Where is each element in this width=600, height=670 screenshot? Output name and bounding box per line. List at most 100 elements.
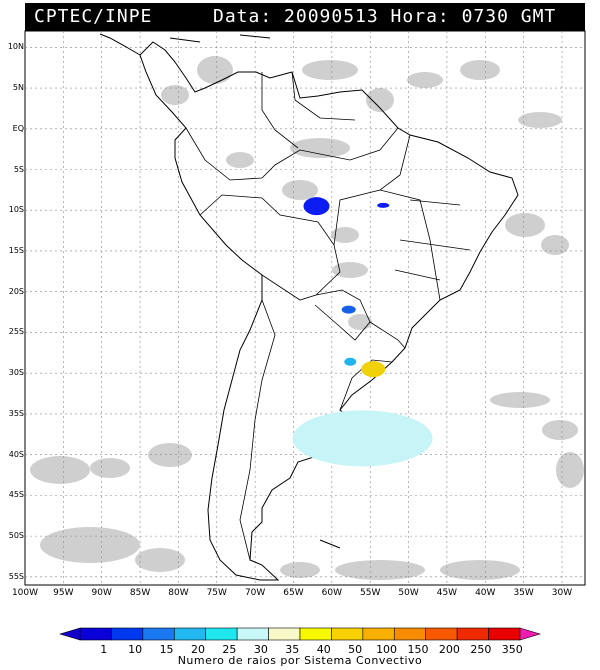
longitude-tick-label: 40W (475, 588, 496, 598)
cloud-patch (331, 227, 359, 243)
latitude-tick-label: 50S (8, 531, 24, 541)
colorbar-tick: 15 (159, 643, 174, 656)
latitude-tick-label: 45S (8, 490, 24, 500)
longitude-tick-label: 35W (513, 588, 534, 598)
convective-systems-layer (292, 197, 433, 467)
convective-system-cluster (377, 202, 390, 208)
cloud-patch (282, 180, 318, 200)
colorbar-segment (268, 627, 301, 641)
cloud-patch (280, 562, 320, 578)
cloud-patch (348, 314, 372, 330)
longitude-tick-label: 95W (53, 588, 74, 598)
colorbar-tick: 35 (285, 643, 300, 656)
colorbar (58, 627, 542, 641)
colorbar-title: Numero de raios por Sistema Convectivo (177, 654, 423, 667)
graticule (25, 31, 585, 585)
cloud-patch (161, 85, 189, 105)
longitude-tick-label: 45W (436, 588, 458, 598)
latitude-tick-label: 5S (13, 164, 24, 174)
colorbar-tick: 350 (501, 643, 523, 656)
cloud-patch (505, 213, 545, 237)
convective-system-cluster (292, 410, 433, 467)
map-header: CPTEC/INPE Data: 20090513 Hora: 0730 GMT (25, 3, 585, 31)
border-line (199, 194, 341, 301)
colorbar-segment (205, 627, 238, 641)
latitude-tick-label: 15S (8, 245, 24, 255)
colorbar-segment (393, 627, 427, 641)
latitude-tick-label: 5N (12, 83, 24, 93)
colorbar-end-arrow (519, 627, 542, 641)
cloud-patch (407, 72, 443, 88)
colorbar-tick: 10 (128, 643, 143, 656)
colorbar-segment (142, 627, 175, 641)
longitude-tick-label: 65W (283, 588, 304, 598)
colorbar-tick: 30 (253, 643, 268, 656)
latitude-tick-label: 20S (8, 286, 24, 296)
latitude-tick-label: 30S (8, 368, 24, 378)
cloud-patch (226, 152, 254, 168)
colorbar-segment (488, 627, 521, 641)
latitude-tick-label: EQ (12, 123, 24, 133)
colorbar-segment (425, 627, 458, 641)
cloud-patch (40, 527, 140, 563)
cloud-patch (30, 456, 90, 484)
border-line (185, 127, 399, 181)
country-borders (185, 71, 471, 561)
central-america (99, 33, 141, 56)
longitude-tick-label: 60W (321, 588, 343, 598)
longitude-tick-label: 50W (398, 588, 419, 598)
colorbar-tick: 20 (191, 643, 205, 656)
border-line (239, 299, 276, 561)
map-frame (24, 30, 586, 586)
border-line (394, 199, 471, 281)
colorbar-segment (456, 627, 489, 641)
border-line (291, 71, 356, 121)
convective-system-cluster (361, 361, 386, 378)
convective-system-cluster (341, 305, 356, 314)
cloud-patch (542, 420, 578, 440)
colorbar-tick: 40 (316, 643, 331, 656)
cloud-patch (335, 560, 425, 580)
latitude-tick-label: 55S (8, 571, 24, 581)
cloud-patch (541, 235, 569, 255)
cloud-patch (197, 56, 233, 84)
cloud-patch (302, 60, 358, 80)
colorbar-segment (362, 627, 395, 641)
cloud-patch (518, 112, 562, 128)
longitude-tick-label: 30W (551, 588, 573, 598)
colorbar-segment (111, 627, 144, 641)
convective-system-cluster (303, 197, 330, 216)
border-line (333, 134, 441, 301)
cloud-patch (148, 443, 192, 467)
colorbar-segment (236, 627, 269, 641)
caribbean-islands (169, 34, 271, 43)
colorbar-tick: 150 (407, 643, 429, 656)
longitude-tick-label: 100W (11, 588, 39, 598)
longitude-tick-label: 85W (129, 588, 151, 598)
colorbar-start-arrow (58, 627, 81, 641)
border-line (261, 72, 299, 149)
colorbar-segment (173, 627, 207, 641)
colorbar-tick: 250 (470, 643, 492, 656)
cloud-patch (135, 548, 185, 572)
cloud-patch (290, 138, 350, 158)
latitude-tick-label: 10S (8, 205, 24, 215)
longitude-tick-label: 90W (91, 588, 112, 598)
cloud-patch (440, 560, 520, 580)
colorbar-tick: 25 (222, 643, 237, 656)
colorbar-segment (79, 627, 112, 641)
cloud-patch (90, 458, 130, 478)
cloud-patch (556, 452, 584, 488)
agency-label: CPTEC/INPE (34, 6, 153, 27)
colorbar-tick: 50 (348, 643, 363, 656)
colorbar-tick: 100 (376, 643, 398, 656)
colorbar-tick: 1 (100, 643, 108, 656)
cloud-patch (490, 392, 550, 408)
latitude-tick-label: 25S (8, 327, 24, 337)
colorbar-segment (299, 627, 332, 641)
falkland-islands (319, 539, 341, 549)
cloud-patch (332, 262, 368, 278)
colorbar-tick: 200 (438, 643, 460, 656)
latitude-tick-label: 10N (7, 42, 24, 52)
